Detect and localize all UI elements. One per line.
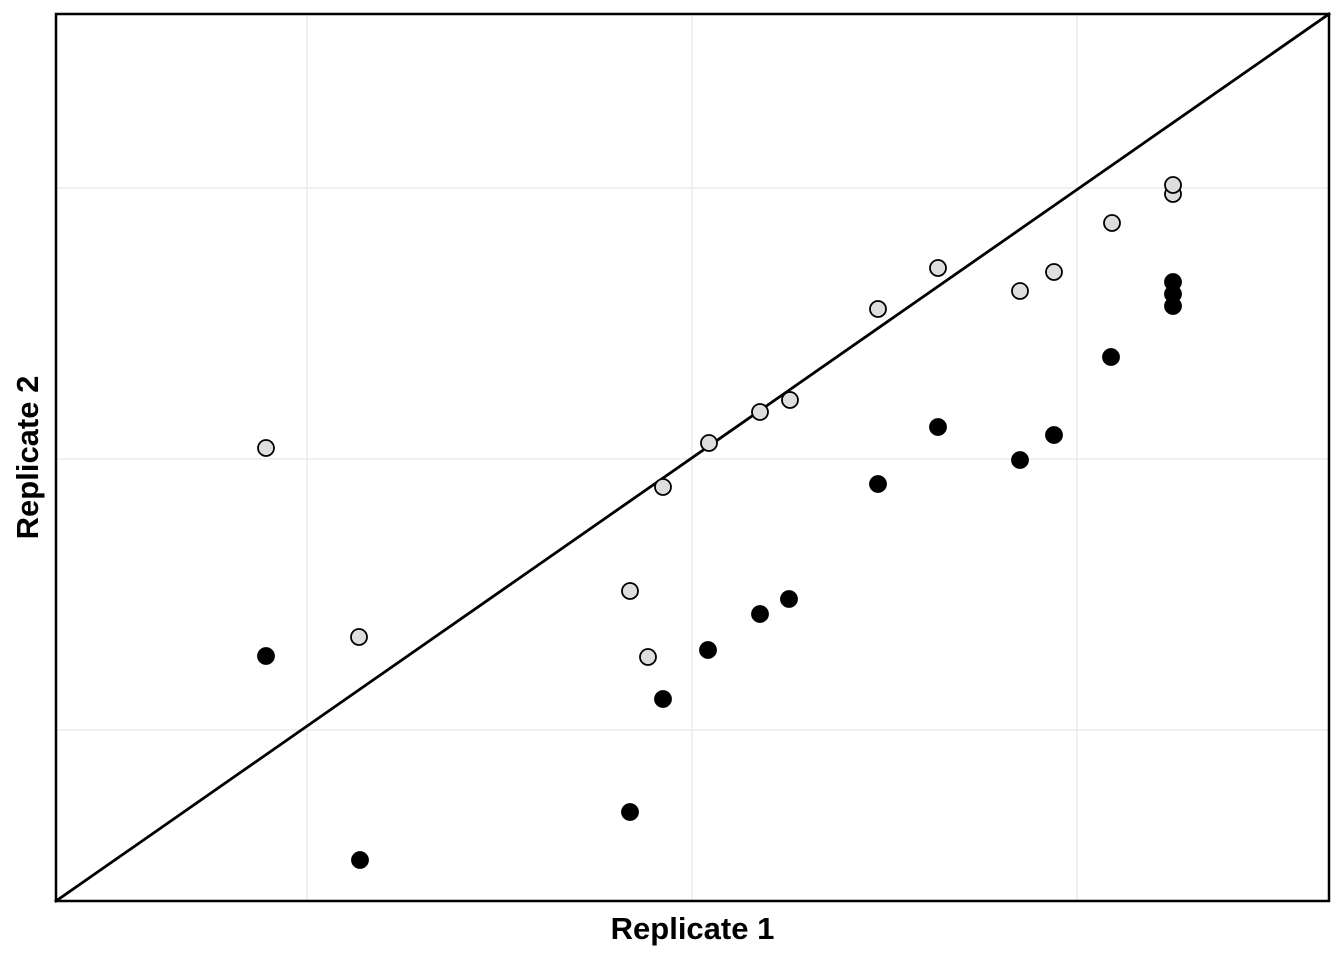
data-point (257, 647, 275, 665)
data-point (351, 851, 369, 869)
data-point (700, 434, 718, 452)
data-point (654, 690, 672, 708)
series-black-points (257, 273, 1182, 869)
data-point (257, 439, 275, 457)
data-point (869, 300, 887, 318)
data-point (621, 582, 639, 600)
data-point (781, 391, 799, 409)
data-point (1102, 348, 1120, 366)
data-point (1164, 176, 1182, 194)
data-point (699, 641, 717, 659)
data-point (751, 403, 769, 421)
data-point (1011, 282, 1029, 300)
data-point (780, 590, 798, 608)
identity-line (54, 12, 1331, 903)
y-axis-label: Replicate 2 (10, 376, 45, 540)
data-point (751, 605, 769, 623)
data-point (1045, 426, 1063, 444)
x-axis-label: Replicate 1 (611, 911, 775, 946)
data-point (1164, 273, 1182, 291)
series-light-gray-points (257, 176, 1182, 666)
data-point (929, 259, 947, 277)
panel-border (54, 12, 1331, 903)
data-point (929, 418, 947, 436)
data-point (654, 478, 672, 496)
data-point (350, 628, 368, 646)
data-point (1045, 263, 1063, 281)
data-point (1011, 451, 1029, 469)
data-point (639, 648, 657, 666)
data-point (1103, 214, 1121, 232)
data-point (869, 475, 887, 493)
data-point (621, 803, 639, 821)
